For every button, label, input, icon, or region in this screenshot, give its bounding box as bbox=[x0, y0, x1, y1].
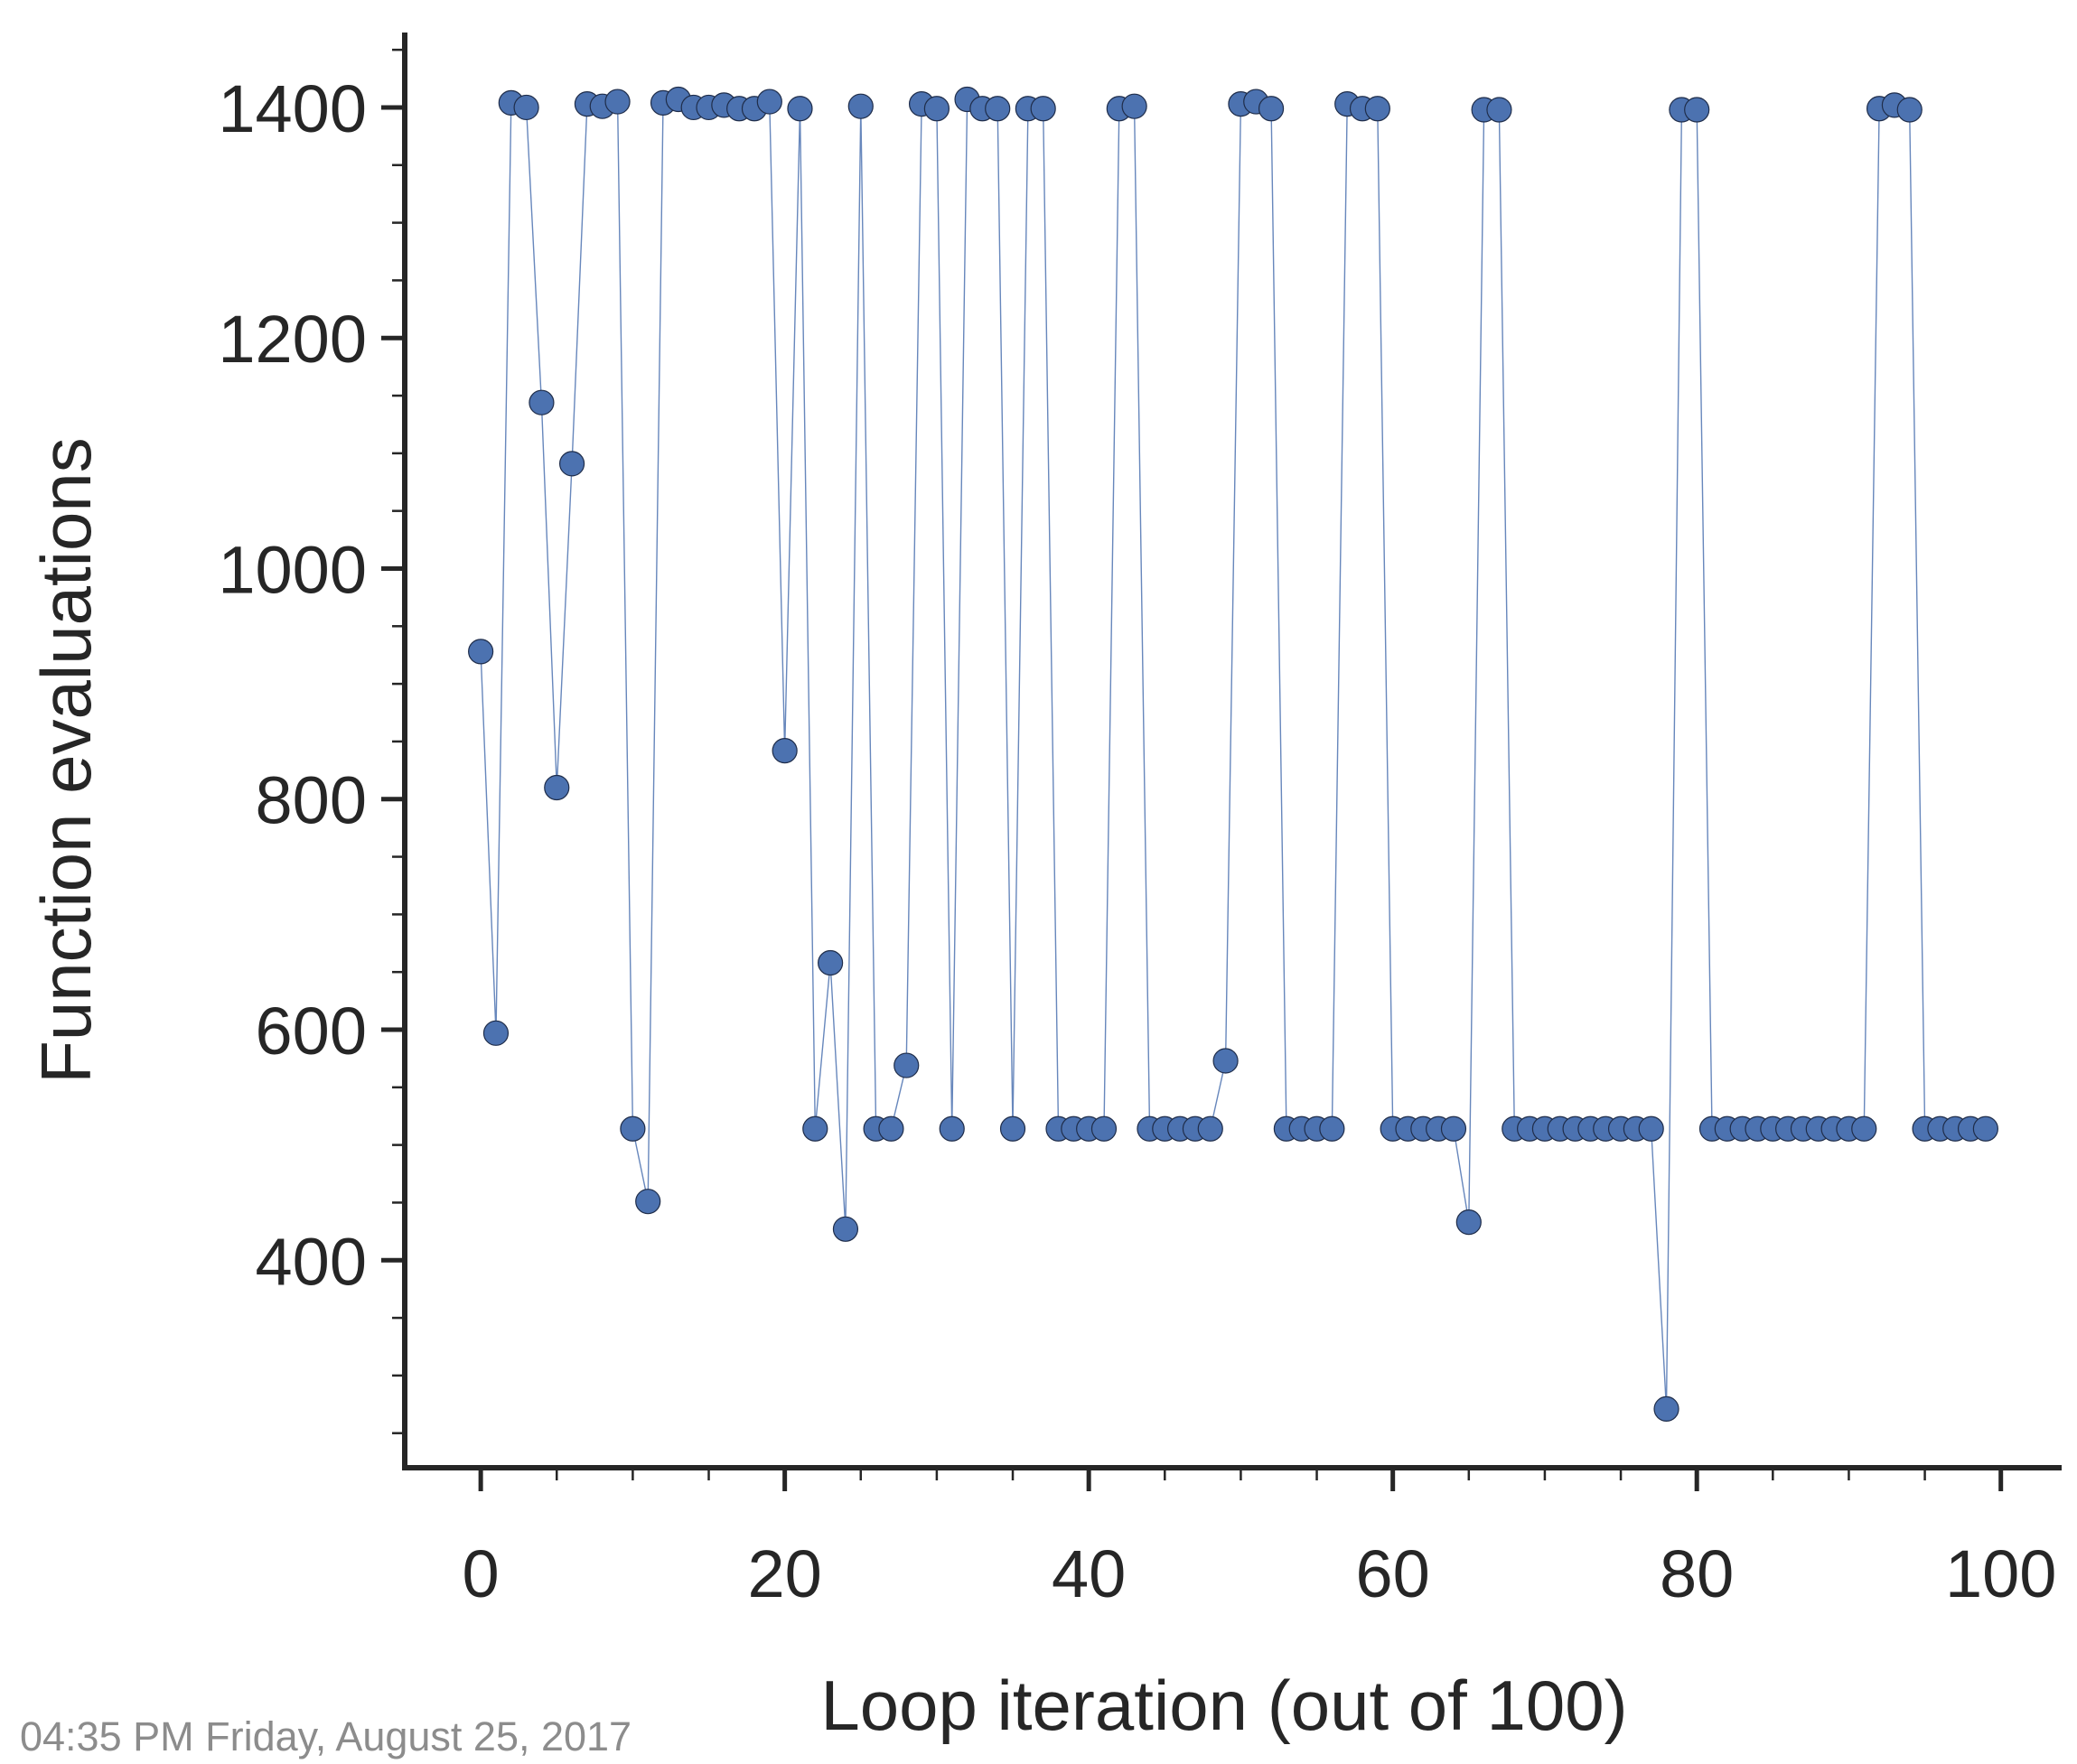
data-point bbox=[787, 96, 813, 122]
data-point bbox=[1364, 96, 1390, 122]
timestamp: 04:35 PM Friday, August 25, 2017 bbox=[20, 1713, 632, 1759]
data-point bbox=[802, 1115, 828, 1142]
y-tick-label: 800 bbox=[256, 763, 367, 838]
x-tick-label: 20 bbox=[747, 1536, 821, 1611]
data-point bbox=[1319, 1115, 1345, 1142]
data-point bbox=[1486, 97, 1512, 123]
data-point bbox=[1684, 97, 1710, 123]
x-axis-label: Loop iteration (out of 100) bbox=[820, 1666, 1627, 1745]
y-tick-label: 600 bbox=[256, 994, 367, 1069]
data-point bbox=[1197, 1115, 1223, 1142]
x-tick-label: 40 bbox=[1052, 1536, 1126, 1611]
data-point bbox=[1121, 93, 1147, 119]
data-point bbox=[1030, 96, 1056, 122]
data-point bbox=[1090, 1115, 1118, 1142]
data-point bbox=[513, 94, 539, 121]
data-point bbox=[1638, 1115, 1664, 1142]
data-point bbox=[939, 1115, 965, 1142]
data-point bbox=[818, 949, 844, 976]
data-point bbox=[923, 96, 950, 122]
y-tick-label: 1400 bbox=[218, 71, 367, 146]
data-point bbox=[544, 774, 570, 801]
y-tick-label: 1000 bbox=[218, 532, 367, 607]
series-points bbox=[468, 86, 1998, 1423]
data-point bbox=[468, 639, 494, 665]
data-point bbox=[756, 89, 782, 115]
x-tick-label: 60 bbox=[1356, 1536, 1430, 1611]
data-point bbox=[999, 1115, 1026, 1142]
data-point bbox=[1440, 1115, 1467, 1142]
data-point bbox=[558, 451, 585, 477]
x-tick-label: 0 bbox=[463, 1536, 500, 1611]
x-major-ticks: 0 20 40 60 80 100 bbox=[463, 1468, 2056, 1611]
data-point bbox=[604, 89, 631, 115]
data-point bbox=[635, 1189, 661, 1215]
data-point bbox=[985, 96, 1011, 122]
x-tick-label: 100 bbox=[1945, 1536, 2056, 1611]
data-point bbox=[529, 389, 555, 415]
data-point bbox=[893, 1052, 920, 1078]
data-point bbox=[620, 1115, 646, 1142]
y-tick-label: 400 bbox=[256, 1224, 367, 1299]
data-point bbox=[1972, 1115, 1998, 1142]
data-point bbox=[878, 1115, 904, 1142]
x-tick-label: 80 bbox=[1660, 1536, 1734, 1611]
data-point bbox=[1258, 96, 1285, 122]
series-polyline bbox=[480, 98, 1986, 1409]
data-point bbox=[482, 1020, 510, 1046]
data-point bbox=[1896, 97, 1923, 123]
y-major-ticks: 400 600 800 1000 1200 1400 bbox=[218, 71, 405, 1299]
y-tick-label: 1200 bbox=[218, 302, 367, 377]
data-point bbox=[1455, 1209, 1482, 1236]
y-axis-label: Function evaluations bbox=[26, 437, 106, 1083]
data-point bbox=[832, 1216, 859, 1242]
data-point bbox=[847, 93, 874, 119]
data-point bbox=[772, 738, 798, 764]
data-point bbox=[1851, 1115, 1877, 1142]
data-point bbox=[1212, 1048, 1239, 1074]
data-point bbox=[1653, 1395, 1679, 1423]
series-line bbox=[480, 98, 1986, 1409]
